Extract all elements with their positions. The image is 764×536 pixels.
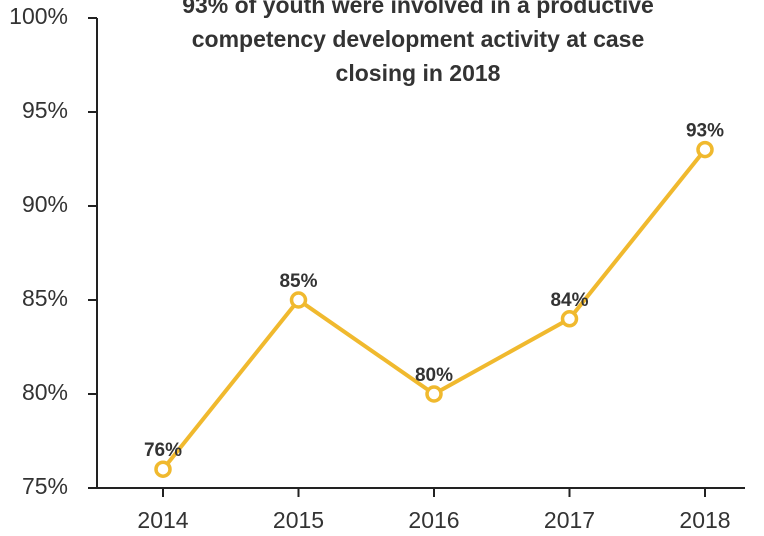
y-tick-label: 85% [22, 285, 68, 311]
point [154, 460, 172, 478]
x-tick-label: 2016 [408, 507, 459, 533]
x-tick-label: 2015 [273, 507, 324, 533]
point [425, 385, 443, 403]
x-tick-label: 2018 [679, 507, 730, 533]
value-label: 80% [415, 365, 453, 386]
point [696, 140, 714, 159]
point [560, 310, 579, 328]
y-tick-label: 80% [22, 379, 68, 405]
x-tick-label: 2017 [544, 507, 595, 533]
value-label: 93% [686, 121, 724, 142]
value-label: 76% [144, 440, 182, 461]
y-tick-label: 90% [22, 191, 68, 217]
line [161, 148, 707, 471]
value-label: 84% [550, 290, 588, 311]
x-tick-label: 2014 [137, 507, 188, 533]
chart-title: 93% of youth were involved in a producti… [182, 0, 654, 86]
y-tick-label: 75% [22, 473, 68, 499]
y-tick-label: 100% [9, 3, 68, 29]
value-label: 85% [279, 271, 317, 292]
point [289, 291, 308, 309]
y-tick-label: 95% [22, 97, 68, 123]
